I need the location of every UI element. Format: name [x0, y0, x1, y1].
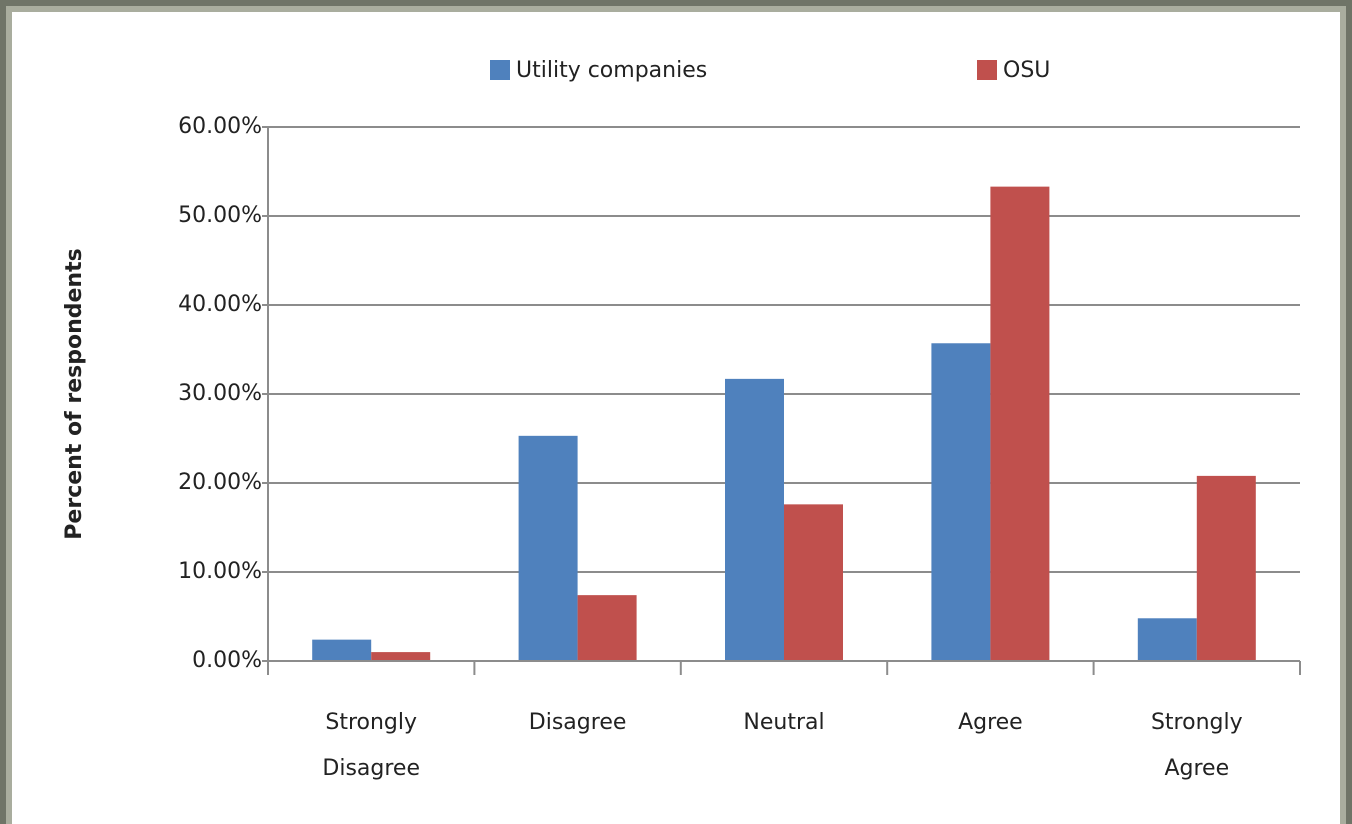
legend-swatch	[977, 60, 997, 80]
bar	[577, 595, 637, 661]
bar	[1196, 475, 1256, 661]
y-tick-label: 10.00%	[178, 559, 262, 584]
y-tick-label: 20.00%	[178, 470, 262, 495]
bar	[1137, 618, 1197, 661]
bar	[518, 435, 578, 661]
bar	[725, 378, 784, 661]
bar	[931, 343, 991, 661]
y-axis-title: Percent of respondents	[62, 248, 87, 539]
bar	[990, 186, 1050, 661]
x-tick-label: Strongly Agree	[1150, 710, 1243, 781]
y-tick-label: 50.00%	[178, 203, 262, 228]
bar	[312, 639, 372, 661]
x-tick-label: Agree	[958, 710, 1023, 735]
x-tick-label: Strongly Disagree	[322, 710, 420, 781]
chart-area	[12, 12, 1340, 824]
legend-label: Utility companies	[516, 58, 707, 83]
legend-label: OSU	[1003, 58, 1050, 83]
bar	[784, 504, 843, 661]
bar	[371, 652, 431, 661]
x-tick-label: Neutral	[743, 710, 825, 735]
x-tick-label: Disagree	[528, 710, 627, 735]
y-tick-label: 40.00%	[178, 292, 262, 317]
y-tick-label: 30.00%	[178, 381, 262, 406]
y-tick-label: 60.00%	[178, 114, 262, 139]
legend-swatch	[490, 60, 510, 80]
y-tick-label: 0.00%	[192, 648, 262, 673]
